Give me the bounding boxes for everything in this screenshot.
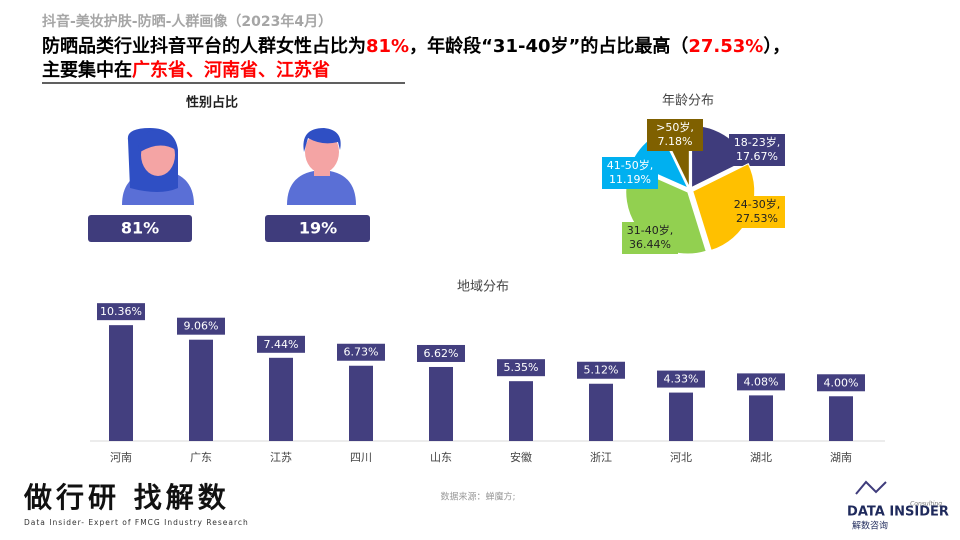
value-label-box — [177, 317, 225, 335]
pie-label: 18-23岁, — [734, 135, 780, 149]
gender-box — [265, 215, 370, 242]
gender-value: 81% — [121, 219, 159, 238]
bar — [749, 395, 773, 441]
value-label: 6.62% — [424, 347, 459, 360]
pie-separator: , — [777, 136, 781, 149]
pie-label-box — [622, 222, 678, 254]
pie-value-label: 27.53% — [736, 212, 778, 225]
value-label: 6.73% — [344, 346, 379, 359]
value-label: 4.33% — [664, 373, 699, 386]
value-label-box — [97, 303, 145, 321]
logo-mark — [855, 480, 887, 495]
value-label-box — [497, 359, 545, 377]
x-tick-label: 山东 — [430, 451, 452, 464]
male-icon — [287, 128, 356, 205]
pie-label-box — [602, 157, 658, 189]
logo-cn: 解数咨询 — [852, 520, 888, 532]
pie-value-label: 7.18% — [658, 135, 693, 148]
bar — [349, 365, 373, 441]
value-label-box — [657, 370, 705, 388]
gender-value: 19% — [299, 219, 337, 238]
value-label: 5.12% — [584, 364, 619, 377]
pie-category: 24-30岁 — [734, 197, 777, 211]
pie-label-box — [647, 119, 703, 151]
pie-label: >50岁, — [656, 120, 694, 134]
pie-separator: , — [670, 224, 674, 237]
pie-label: 24-30岁, — [734, 197, 780, 211]
value-label-box — [817, 374, 865, 392]
headline-segment: ，年龄段“31-40岁”的占比最高（ — [409, 35, 688, 57]
value-label-box — [417, 344, 465, 362]
headline-segment: 81% — [366, 36, 409, 57]
value-label-box — [257, 335, 305, 353]
bar — [589, 383, 613, 441]
bar — [269, 357, 293, 441]
value-label: 10.36% — [100, 305, 142, 318]
headline-line: 防晒品类行业抖音平台的人群女性占比为81%，年龄段“31-40岁”的占比最高（2… — [42, 35, 790, 57]
pie-label: 41-50岁, — [607, 158, 653, 172]
pie-title: 年龄分布 — [662, 94, 714, 109]
bar — [829, 396, 853, 441]
value-label-box — [337, 343, 385, 361]
pie-category: >50岁 — [656, 120, 690, 134]
logo-sub: Consulting — [910, 501, 942, 508]
slogan: 做行研 找解数 — [23, 481, 230, 514]
pie-value-label: 17.67% — [736, 150, 778, 163]
bar — [429, 366, 453, 441]
x-tick-label: 广东 — [190, 451, 212, 464]
subtitle: 抖音-美妆护肤-防晒-人群画像（2023年4月） — [42, 13, 332, 30]
pie-category: 18-23岁 — [734, 135, 777, 149]
value-label: 5.35% — [504, 361, 539, 374]
pie-category: 31-40岁 — [627, 223, 670, 237]
bar — [189, 339, 213, 441]
logo: DATA INSIDER — [847, 505, 949, 520]
pie-value-label: 36.44% — [629, 238, 671, 251]
bar — [669, 392, 693, 441]
pie-separator: , — [777, 198, 781, 211]
tagline: Data Insider- Expert of FMCG Industry Re… — [24, 518, 249, 527]
gender-title: 性别占比 — [186, 95, 238, 111]
headline-segment: 主要集中在 — [42, 59, 132, 81]
value-label-box — [737, 373, 785, 391]
bar — [509, 381, 533, 441]
headline-segment: ）， — [763, 36, 790, 57]
x-tick-label: 湖北 — [750, 451, 772, 464]
pie-label-box — [729, 196, 785, 228]
x-tick-label: 四川 — [350, 451, 372, 464]
x-tick-label: 安徽 — [510, 450, 532, 464]
x-tick-label: 浙江 — [590, 451, 612, 464]
headline-segment: 广东省、河南省、江苏省 — [132, 59, 330, 81]
bar — [109, 325, 133, 441]
value-label: 4.00% — [824, 376, 859, 389]
pie-label: 31-40岁, — [627, 223, 673, 237]
gender-box — [88, 215, 192, 242]
x-tick-label: 河南 — [110, 451, 132, 464]
value-label: 9.06% — [184, 320, 219, 333]
x-tick-label: 江苏 — [270, 451, 292, 464]
pie-label-box — [729, 134, 785, 166]
headline-line: 主要集中在广东省、河南省、江苏省 — [42, 59, 330, 81]
pie-category: 41-50岁 — [607, 158, 650, 172]
female-icon — [122, 128, 194, 205]
value-label: 7.44% — [264, 338, 299, 351]
value-label: 4.08% — [744, 375, 779, 388]
source: 数据来源：蝉魔方; — [440, 491, 515, 503]
pie-value-label: 11.19% — [609, 173, 651, 186]
value-label-box — [577, 361, 625, 379]
x-tick-label: 湖南 — [830, 451, 852, 464]
headline-segment: 27.53% — [688, 36, 763, 57]
pie-separator: , — [650, 159, 654, 172]
pie-separator: , — [690, 121, 694, 134]
headline-segment: 防晒品类行业抖音平台的人群女性占比为 — [42, 35, 366, 57]
x-tick-label: 河北 — [670, 451, 692, 464]
bar-title: 地域分布 — [457, 280, 509, 295]
